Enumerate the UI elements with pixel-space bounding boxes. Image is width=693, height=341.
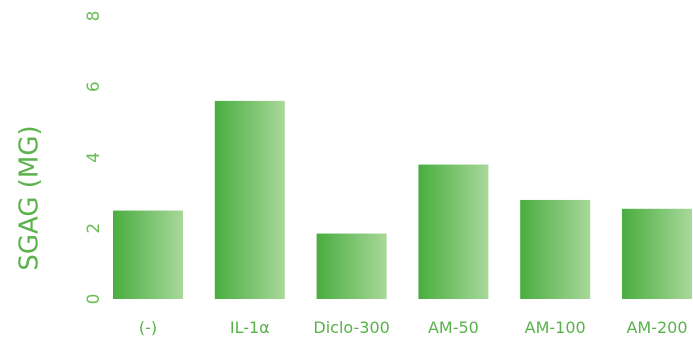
bar [316,233,387,299]
y-tick-label: 6 [84,81,104,92]
bar [622,208,692,299]
x-tick-label: AM-100 [525,318,586,337]
x-tick-label: IL-1α [230,318,270,337]
x-tick-label: AM-50 [428,318,479,337]
bar [214,100,285,300]
bar [418,164,489,299]
bar [113,210,183,299]
x-tick-label: (-) [139,318,157,337]
bar [520,199,591,299]
y-tick-label: 0 [84,294,104,305]
x-tick-label: AM-200 [626,318,687,337]
y-tick-label: 8 [84,11,104,22]
x-axis-ticks: (-) IL-1α Diclo-300 AM-50 AM-100 AM-200 [139,318,688,337]
y-tick-label: 4 [84,152,104,163]
bars [113,100,692,300]
y-axis-label: SGAG (MG) [15,125,45,270]
x-tick-label: Diclo-300 [313,318,389,337]
y-axis-ticks: 0 2 4 6 8 [84,11,104,305]
y-tick-label: 2 [84,223,104,234]
